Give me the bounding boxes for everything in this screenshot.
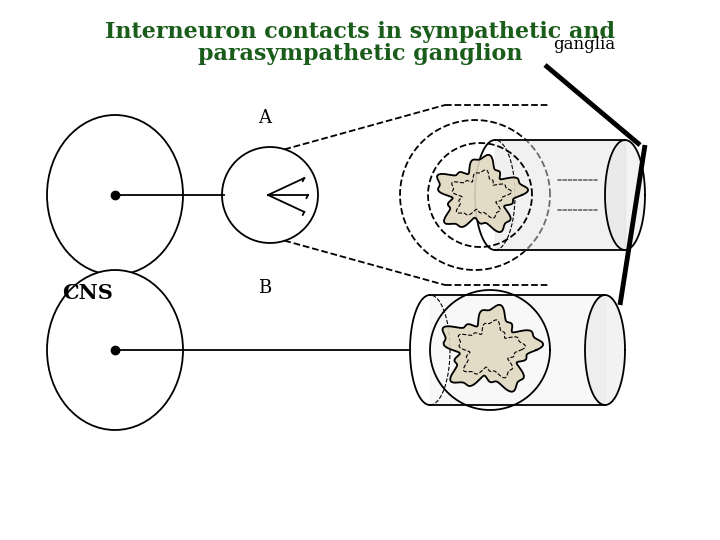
Polygon shape [605,140,645,250]
Text: ganglia: ganglia [553,36,615,53]
Polygon shape [495,140,625,250]
Polygon shape [495,140,625,250]
Text: parasympathetic ganglion: parasympathetic ganglion [198,43,522,65]
Text: Interneuron contacts in sympathetic and: Interneuron contacts in sympathetic and [105,21,615,43]
Polygon shape [430,295,605,405]
Polygon shape [443,305,543,391]
Ellipse shape [47,270,183,430]
Polygon shape [585,295,625,405]
Text: CNS: CNS [62,283,113,303]
Text: B: B [258,279,271,297]
Circle shape [222,147,318,243]
Ellipse shape [47,115,183,275]
Text: A: A [258,109,271,127]
Polygon shape [437,155,528,232]
